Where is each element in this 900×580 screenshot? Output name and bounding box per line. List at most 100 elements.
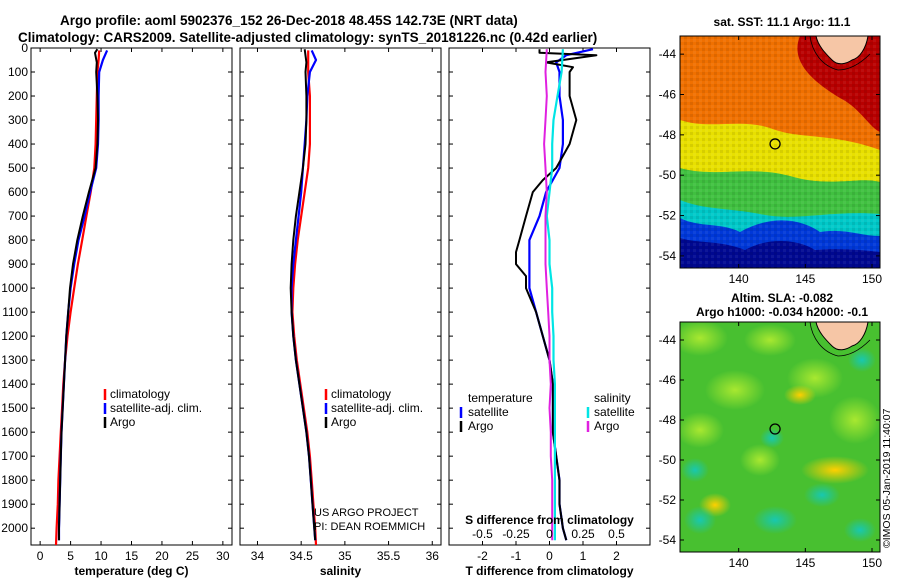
y-tick-label: 1200 xyxy=(1,329,28,343)
sst-map: sat. SST: 11.1 Argo: 11.1 -44 -46 -48 -50 -5… xyxy=(659,15,883,286)
x-tick-label: 1 xyxy=(580,549,587,563)
x-axis-label: T difference from climatology xyxy=(465,564,633,578)
x-axis-label: temperature (deg C) xyxy=(74,564,188,578)
sla-map: Altim. SLA: -0.082 Argo h1000: -0.034 h2… xyxy=(659,291,883,570)
sla-map-frame xyxy=(679,321,881,553)
panel-frame xyxy=(448,47,651,546)
legend-label: Argo xyxy=(594,419,620,433)
x-tick-label: 0 xyxy=(37,549,44,563)
map-lon-label: 150 xyxy=(862,272,882,286)
x-tick-label: 25 xyxy=(186,549,200,563)
sla-blob xyxy=(684,506,716,534)
legend-label: climatology xyxy=(331,387,391,401)
sla-land-tasmania xyxy=(815,322,869,351)
x-tick-label: 20 xyxy=(155,549,169,563)
x-axis-label-top: S difference from climatology xyxy=(465,513,634,527)
x-tick-label: 34.5 xyxy=(289,549,313,563)
legend-label: satellite-adj. clim. xyxy=(331,401,423,415)
legend-title-temperature: temperature xyxy=(468,391,533,405)
map-lat-label: -52 xyxy=(659,209,677,223)
y-tick-label: 1600 xyxy=(1,425,28,439)
legend-title-salinity: salinity xyxy=(594,391,631,405)
x-tick-label: 10 xyxy=(94,549,108,563)
sla-blob xyxy=(801,456,869,484)
y-tick-label: 1500 xyxy=(1,401,28,415)
sla-blob xyxy=(680,322,728,356)
sla-bathymetry-contour xyxy=(809,322,871,357)
y-tick-label: 800 xyxy=(8,233,28,247)
map-lat-label: -50 xyxy=(659,453,677,467)
y-tick-label: 0 xyxy=(21,41,28,55)
legend-label: Argo xyxy=(110,415,136,429)
sst-land-tasmania xyxy=(815,36,869,65)
sst-float-marker xyxy=(769,138,781,150)
sla-blob xyxy=(760,428,784,448)
x-tick-label: 35.5 xyxy=(377,549,401,563)
y-tick-label: 500 xyxy=(8,161,28,175)
sla-blob xyxy=(680,412,724,448)
map-lat-label: -54 xyxy=(659,249,677,263)
y-tick-label: 1400 xyxy=(1,377,28,391)
y-tick-label: 1800 xyxy=(1,473,28,487)
sst-bathymetry-contour xyxy=(809,36,871,71)
map-lon-label: 145 xyxy=(795,556,815,570)
sla-blob xyxy=(848,348,876,372)
x-tick-label: 35 xyxy=(338,549,352,563)
y-tick-label: 200 xyxy=(8,89,28,103)
x-axis-label: salinity xyxy=(320,564,362,578)
map-lat-label: -44 xyxy=(659,47,677,61)
sst-map-ticks: -44 -46 -48 -50 -52 -54 140 145 150 xyxy=(659,36,882,286)
figure-title-line2: Climatology: CARS2009. Satellite-adjuste… xyxy=(18,30,598,45)
map-lon-label: 150 xyxy=(862,556,882,570)
sla-map-title1: Altim. SLA: -0.082 xyxy=(731,291,833,305)
map-lon-label: 140 xyxy=(729,272,749,286)
map-lat-label: -44 xyxy=(659,333,677,347)
figure-title-line1: Argo profile: aoml 5902376_152 26-Dec-20… xyxy=(60,13,518,28)
y-tick-label: 2000 xyxy=(1,521,28,535)
y-tick-label: 300 xyxy=(8,113,28,127)
series-line-argo xyxy=(289,49,317,541)
map-lat-label: -54 xyxy=(659,533,677,547)
y-tick-label: 400 xyxy=(8,137,28,151)
legend-label: Argo xyxy=(331,415,357,429)
x-tick-label: 2 xyxy=(613,549,620,563)
map-lat-label: -48 xyxy=(659,128,677,142)
s-tick-label: 0.25 xyxy=(571,527,595,541)
sla-blob xyxy=(705,370,765,410)
map-lat-label: -46 xyxy=(659,88,677,102)
map-lat-label: -50 xyxy=(659,168,677,182)
sla-map-ticks: -44 -46 -48 -50 -52 -54 140 145 150 xyxy=(659,322,882,570)
panel-salinity-profile: 34 34.5 35 35.5 36 salinity climatologysatelli… xyxy=(239,47,442,578)
s-tick-label: 0.5 xyxy=(608,527,625,541)
map-lat-label: -48 xyxy=(659,413,677,427)
map-lat-label: -52 xyxy=(659,493,677,507)
sla-blob xyxy=(681,458,709,482)
series-line-climatology xyxy=(54,50,101,546)
y-tick-label: 1700 xyxy=(1,449,28,463)
x-tick-label: 36 xyxy=(426,549,440,563)
panel-frame xyxy=(239,47,442,546)
sla-blob xyxy=(829,396,880,444)
s-tick-label: 0 xyxy=(546,527,553,541)
y-tick-label: 1300 xyxy=(1,353,28,367)
s-tick-label: -0.5 xyxy=(472,527,493,541)
panel-temperature-profile: 0100200300400500600700800900100011001200… xyxy=(1,41,233,578)
x-tick-label: 5 xyxy=(67,549,74,563)
x-tick-label: 34 xyxy=(251,549,265,563)
map-lon-label: 140 xyxy=(729,556,749,570)
sla-blob xyxy=(844,518,876,542)
sla-float-marker xyxy=(769,423,781,435)
y-tick-label: 100 xyxy=(8,65,28,79)
y-tick-label: 1100 xyxy=(2,305,28,319)
panel-frame xyxy=(30,47,233,546)
y-tick-label: 1900 xyxy=(1,497,28,511)
y-tick-label: 900 xyxy=(8,257,28,271)
sst-map-frame xyxy=(679,35,881,269)
sla-blob xyxy=(784,385,816,405)
y-tick-label: 700 xyxy=(8,209,28,223)
map-lat-label: -46 xyxy=(659,373,677,387)
profile-panels: 0100200300400500600700800900100011001200… xyxy=(1,41,651,578)
map-lon-label: 145 xyxy=(795,272,815,286)
y-tick-label: 600 xyxy=(8,185,28,199)
